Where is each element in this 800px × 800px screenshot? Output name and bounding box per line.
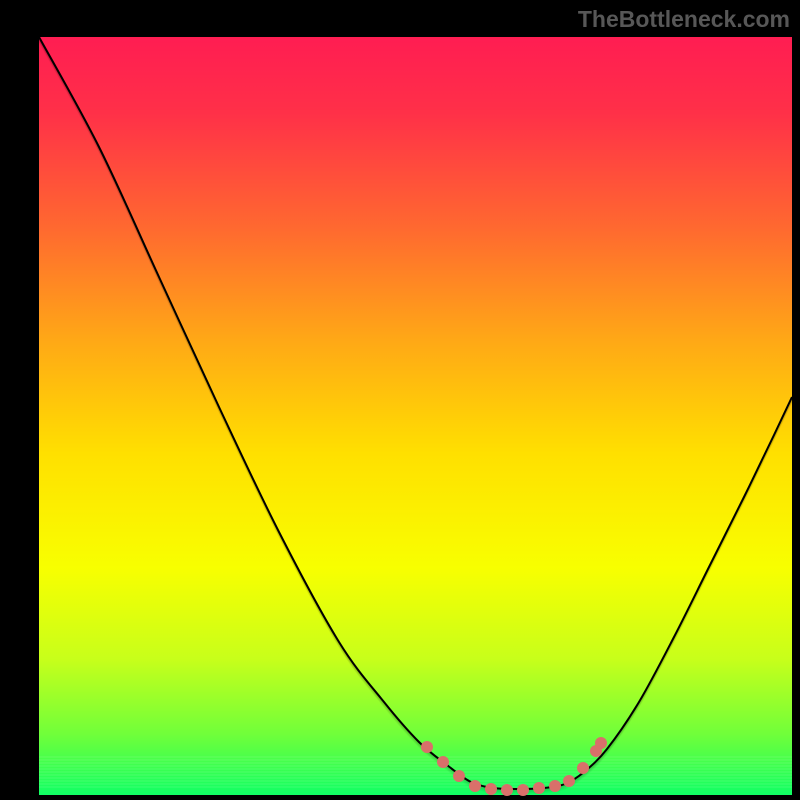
gradient-background: [39, 37, 792, 795]
watermark: TheBottleneck.com: [578, 6, 790, 33]
frame: TheBottleneck.com: [0, 0, 800, 800]
plot-area: [39, 37, 792, 795]
gradient-rect: [39, 37, 792, 795]
